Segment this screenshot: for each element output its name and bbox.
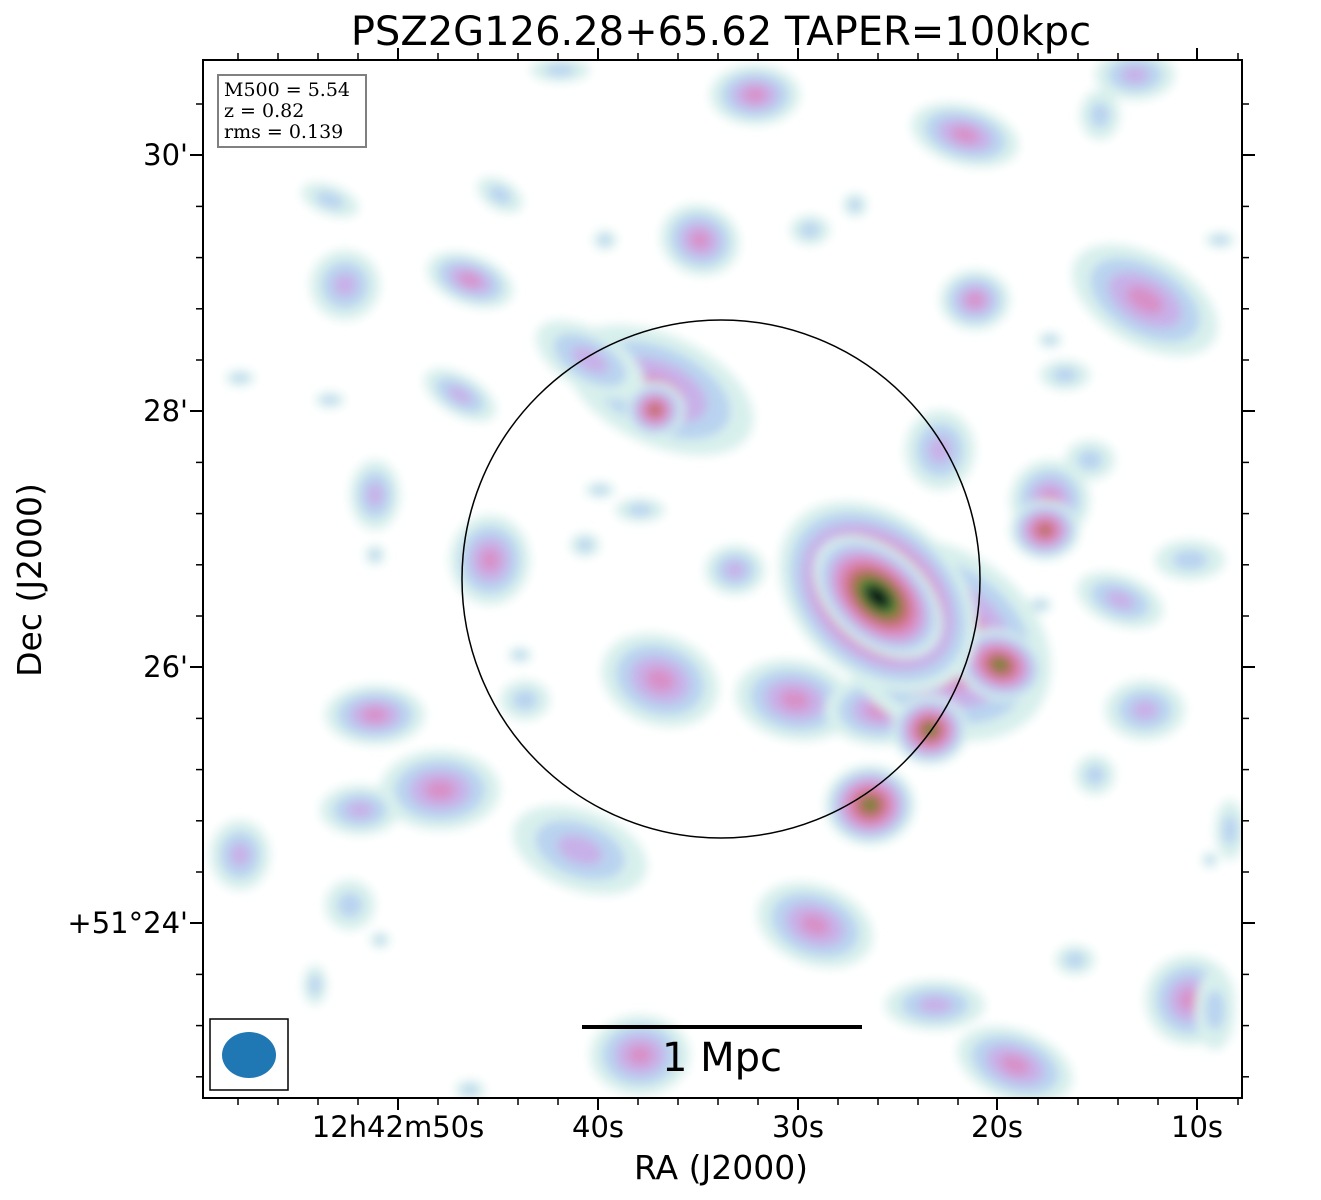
info-legend: M500 = 5.54 z = 0.82 rms = 0.139	[217, 74, 367, 148]
emission-blob	[1075, 755, 1115, 795]
plot-frame	[202, 59, 1243, 1099]
knot-east	[956, 628, 1044, 702]
emission-blob	[450, 515, 530, 605]
emission-blob	[1055, 945, 1095, 975]
emission-blob	[615, 498, 665, 522]
emission-blob	[380, 750, 500, 830]
emission-blob	[225, 370, 255, 386]
redshift-label: z = 0.82	[224, 100, 305, 122]
x-axis-label: RA (J2000)	[633, 1148, 809, 1187]
emission-blob	[320, 785, 400, 835]
x-tick-label: 40s	[571, 1110, 625, 1144]
emission-blob	[1040, 360, 1090, 390]
emission-blob	[790, 215, 830, 245]
emission-blob	[500, 680, 550, 720]
emission-blob	[585, 482, 615, 498]
emission-blob	[477, 176, 523, 214]
scale-bar-label: 1 Mpc	[661, 1035, 783, 1081]
plot-title: PSZ2G126.28+65.62 TAPER=100kpc	[350, 9, 1092, 55]
emission-blob	[1065, 440, 1115, 480]
emission-blob	[1155, 540, 1225, 580]
x-tick-label: 20s	[970, 1110, 1024, 1144]
knot-south-1	[892, 695, 968, 765]
emission-blob	[210, 820, 270, 890]
emission-blob	[325, 685, 425, 745]
emission-blob	[310, 250, 380, 320]
emission-blob	[911, 102, 1019, 168]
r500-circle	[461, 319, 981, 839]
emission-blob	[535, 320, 645, 400]
y-axis-label: Dec (J2000)	[10, 483, 49, 677]
emission-blob	[1038, 332, 1062, 348]
x-tick-label: 10s	[1170, 1110, 1224, 1144]
emission-blob	[530, 60, 590, 82]
emission-blob	[370, 932, 390, 948]
emission-blob	[843, 193, 867, 217]
emission-blob	[1215, 800, 1242, 860]
emission-blob	[957, 1026, 1073, 1098]
mass-label: M500 = 5.54	[224, 79, 351, 101]
emission-blob	[590, 1015, 690, 1095]
emission-blob	[303, 965, 327, 1005]
emission-blob	[1080, 90, 1120, 140]
emission-blob	[570, 533, 600, 557]
knot-northeast	[1010, 500, 1080, 560]
emission-blob	[705, 545, 765, 595]
emission-blob	[350, 460, 400, 530]
y-tick-label: 28'	[143, 394, 188, 428]
y-tick-label: 30'	[143, 138, 188, 172]
emission-blob	[940, 270, 1010, 330]
emission-blob	[315, 392, 345, 408]
emission-blob	[325, 880, 375, 930]
x-tick-label: 12h42m50s	[311, 1110, 485, 1144]
emission-blob	[301, 182, 359, 218]
emission-blob	[1202, 852, 1218, 868]
rms-label: rms = 0.139	[224, 121, 344, 143]
knot-south-2	[825, 765, 915, 845]
emission-blob	[1076, 571, 1164, 629]
x-tick-label: 30s	[771, 1110, 825, 1144]
knot-north	[625, 382, 685, 438]
emission-blob	[455, 1080, 485, 1098]
emission-blob	[885, 980, 985, 1030]
emission-blob	[1028, 597, 1052, 613]
emission-blob	[1205, 232, 1235, 248]
radio-emission	[210, 60, 1242, 1098]
emission-blob	[660, 204, 740, 276]
y-tick-label: +51°24'	[67, 906, 188, 940]
axis-ticks	[190, 48, 1255, 1110]
emission-blob	[1072, 244, 1218, 356]
emission-blob	[1195, 970, 1235, 1050]
emission-blob	[593, 230, 617, 250]
main-source-core	[813, 535, 943, 659]
emission-blob	[756, 882, 874, 968]
emission-blob	[508, 647, 532, 663]
emission-blob	[1105, 680, 1185, 740]
emission-blob	[905, 410, 975, 490]
emission-blob	[735, 659, 855, 741]
beam-ellipse	[222, 1032, 276, 1078]
emission-blob	[512, 805, 648, 895]
emission-blob	[423, 368, 497, 422]
y-tick-label: 26'	[143, 650, 188, 684]
emission-blob	[710, 65, 800, 125]
emission-blob	[426, 251, 514, 309]
emission-blob	[601, 632, 719, 728]
emission-blob	[1095, 60, 1175, 100]
emission-blob	[365, 545, 385, 565]
